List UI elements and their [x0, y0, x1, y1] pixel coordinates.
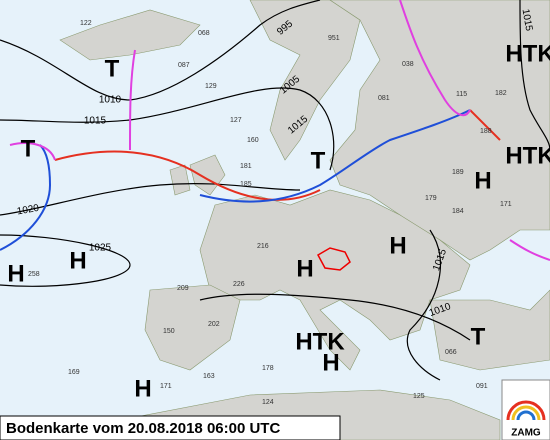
fronts: [0, 0, 550, 261]
isobar-label: 1020: [16, 203, 40, 218]
logo: ZAMG: [511, 428, 541, 439]
station-value: 066: [445, 349, 457, 356]
station-value: 178: [262, 365, 274, 372]
caption-box: [0, 415, 341, 440]
station-value: 125: [413, 393, 425, 400]
station-value: 127: [230, 117, 242, 124]
isobar-label: 1010: [99, 95, 122, 106]
isobars: [0, 0, 550, 381]
station-value: 185: [240, 181, 252, 188]
pressure-center: H: [296, 255, 313, 282]
station-value: 160: [247, 137, 259, 144]
station-value: 163: [203, 373, 215, 380]
station-value: 182: [495, 90, 507, 97]
station-value: 081: [378, 95, 390, 102]
station-value: 087: [178, 62, 190, 69]
land: [59, 0, 550, 440]
station-value: 189: [452, 169, 464, 176]
caption: Bodenkarte vom 20.08.2018 06:00 UTC: [6, 420, 280, 437]
station-value: 115: [456, 91, 467, 98]
isobar-label: 1025: [89, 243, 112, 254]
pressure-center: H: [474, 167, 491, 194]
austria-outline: [316, 247, 351, 271]
station-value: 038: [402, 61, 414, 68]
station-value: 171: [500, 201, 512, 208]
pressure-center: H: [134, 375, 151, 402]
station-value: 150: [163, 328, 175, 335]
station-value: 202: [208, 321, 220, 328]
station-value: 122: [80, 20, 92, 27]
pressure-center: H: [389, 232, 406, 259]
logo-arc: [511, 405, 541, 421]
pressure-center: T: [21, 135, 36, 162]
pressure-center: H: [7, 260, 24, 287]
station-value: 169: [68, 369, 80, 376]
station-value: 181: [240, 163, 252, 170]
station-value: 124: [262, 399, 274, 406]
isobar-label: 1015: [520, 8, 535, 32]
pressure-center: HTK: [295, 328, 345, 355]
pressure-center: T: [471, 323, 486, 350]
isobar-label: 1015: [84, 116, 107, 127]
station-value: 951: [328, 35, 340, 42]
logo-arc: [516, 410, 536, 421]
station-value: 209: [177, 285, 189, 292]
station-value: 216: [257, 243, 269, 250]
station-value: 258: [28, 271, 40, 278]
pressure-center: HTK: [505, 142, 550, 169]
pressure-center: T: [105, 55, 120, 82]
pressure-center: T: [311, 147, 326, 174]
station-value: 068: [198, 30, 210, 37]
station-value: 188: [480, 128, 492, 135]
station-value: 226: [233, 281, 245, 288]
station-value: 179: [425, 195, 437, 202]
station-value: 129: [205, 83, 217, 90]
pressure-center: HTK: [505, 40, 550, 67]
logo-arc: [506, 400, 546, 421]
pressure-center: H: [69, 247, 86, 274]
pressure-center: H: [322, 349, 339, 376]
station-value: 171: [160, 383, 172, 390]
station-value: 091: [476, 383, 488, 390]
station-value: 184: [452, 208, 464, 215]
